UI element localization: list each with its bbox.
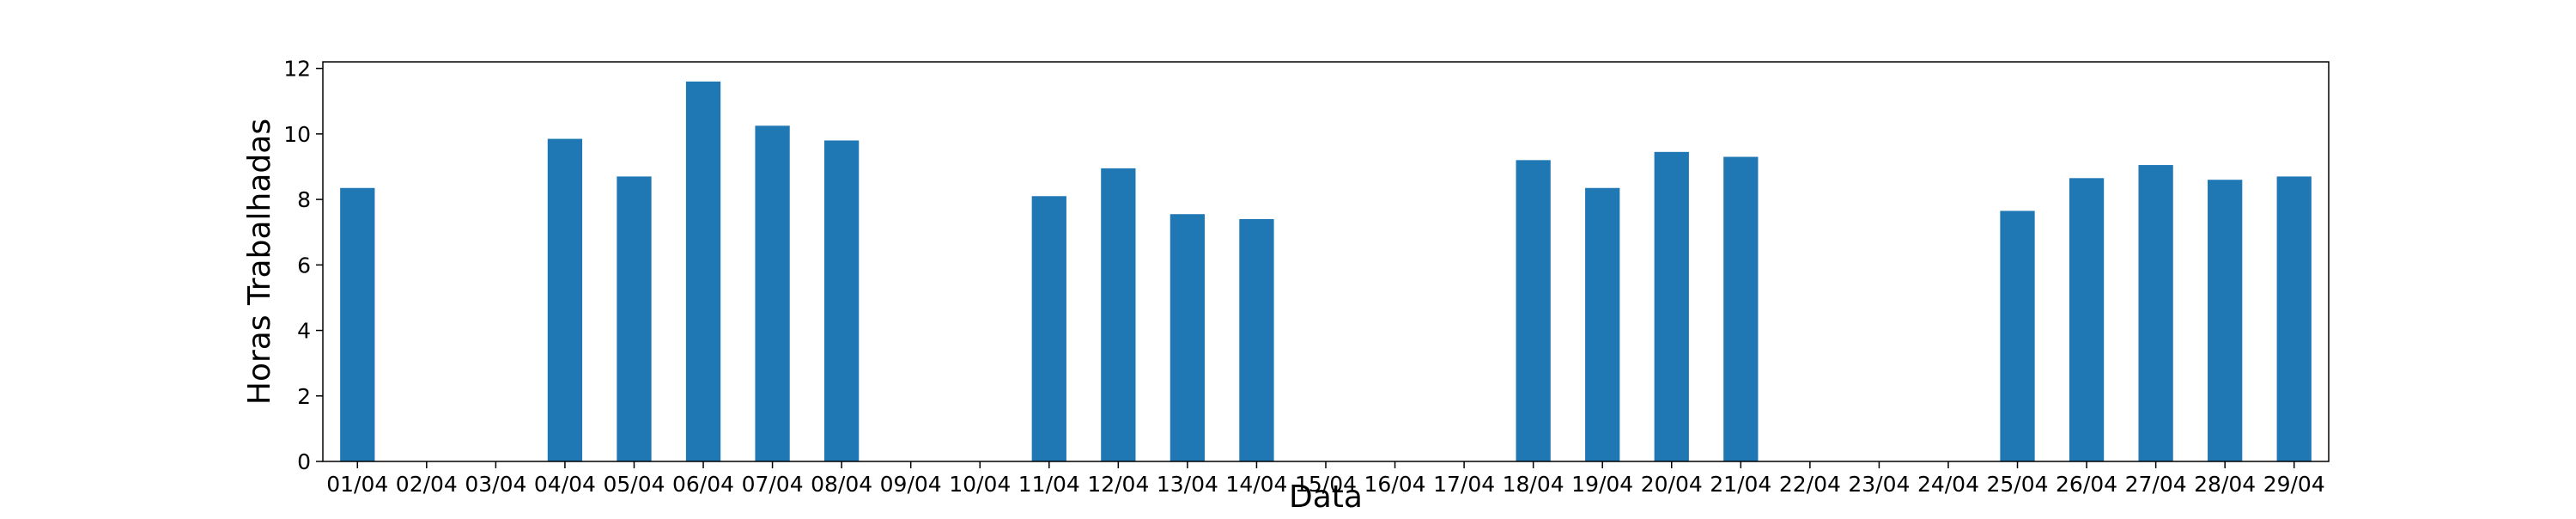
bar <box>340 187 375 461</box>
x-tick-label: 20/04 <box>1641 472 1703 497</box>
x-tick-label: 13/04 <box>1157 472 1218 497</box>
bar <box>2208 180 2243 461</box>
bar <box>1516 160 1551 461</box>
bar <box>1101 168 1136 461</box>
x-tick-label: 14/04 <box>1225 472 1287 497</box>
x-tick-label: 08/04 <box>811 472 872 497</box>
x-tick-label: 22/04 <box>1779 472 1841 497</box>
bar <box>1585 187 1620 461</box>
y-tick-label: 8 <box>297 187 311 212</box>
x-tick-label: 09/04 <box>880 472 942 497</box>
x-tick-label: 25/04 <box>1986 472 2048 497</box>
x-axis-label: Data <box>1289 479 1363 515</box>
bar <box>1239 218 1274 462</box>
x-tick-label: 02/04 <box>396 472 458 497</box>
x-tick-label: 05/04 <box>603 472 665 497</box>
x-tick-label: 03/04 <box>465 472 526 497</box>
bar <box>1031 196 1066 461</box>
x-tick-label: 07/04 <box>742 472 804 497</box>
y-tick-label: 6 <box>297 253 311 278</box>
x-tick-label: 10/04 <box>949 472 1011 497</box>
x-tick-label: 27/04 <box>2125 472 2187 497</box>
y-tick-label: 0 <box>297 449 311 474</box>
bar <box>2276 176 2312 461</box>
x-tick-label: 12/04 <box>1087 472 1149 497</box>
x-tick-label: 21/04 <box>1710 472 1771 497</box>
bar <box>617 176 652 461</box>
bars-group <box>340 81 2312 462</box>
y-axis-label: Horas Trabalhadas <box>242 119 277 405</box>
x-tick-label: 16/04 <box>1364 472 1426 497</box>
y-tick-label: 2 <box>297 384 311 409</box>
x-axis-ticks: 01/04 02/04 03/04 04/04 05/04 06/04 07/04 08/04… <box>326 461 2325 497</box>
x-tick-label: 06/04 <box>672 472 734 497</box>
bar <box>2000 211 2035 462</box>
x-tick-label: 17/04 <box>1433 472 1495 497</box>
x-tick-label: 15/04 <box>1295 472 1357 497</box>
bar <box>1170 214 1206 461</box>
plot-frame <box>322 61 2330 462</box>
bar <box>755 125 790 461</box>
x-tick-label: 26/04 <box>2056 472 2117 497</box>
bar <box>547 138 583 461</box>
bar <box>1723 156 1759 462</box>
y-tick-label: 4 <box>297 319 311 344</box>
x-tick-label: 01/04 <box>326 472 388 497</box>
bar <box>1654 151 1689 462</box>
y-tick-label: 12 <box>283 57 311 82</box>
bar <box>2069 178 2105 461</box>
y-axis-ticks: 0 2 4 6 8 10 12 <box>283 57 323 474</box>
x-tick-label: 28/04 <box>2194 472 2256 497</box>
x-tick-label: 19/04 <box>1571 472 1633 497</box>
x-tick-label: 29/04 <box>2263 472 2325 497</box>
x-tick-label: 11/04 <box>1018 472 1080 497</box>
x-tick-label: 18/04 <box>1503 472 1564 497</box>
bar <box>2138 165 2173 462</box>
bar <box>824 140 860 461</box>
x-tick-label: 23/04 <box>1848 472 1910 497</box>
y-tick-label: 10 <box>283 122 311 147</box>
x-tick-label: 04/04 <box>534 472 596 497</box>
bar <box>685 81 721 462</box>
x-tick-label: 24/04 <box>1917 472 1979 497</box>
